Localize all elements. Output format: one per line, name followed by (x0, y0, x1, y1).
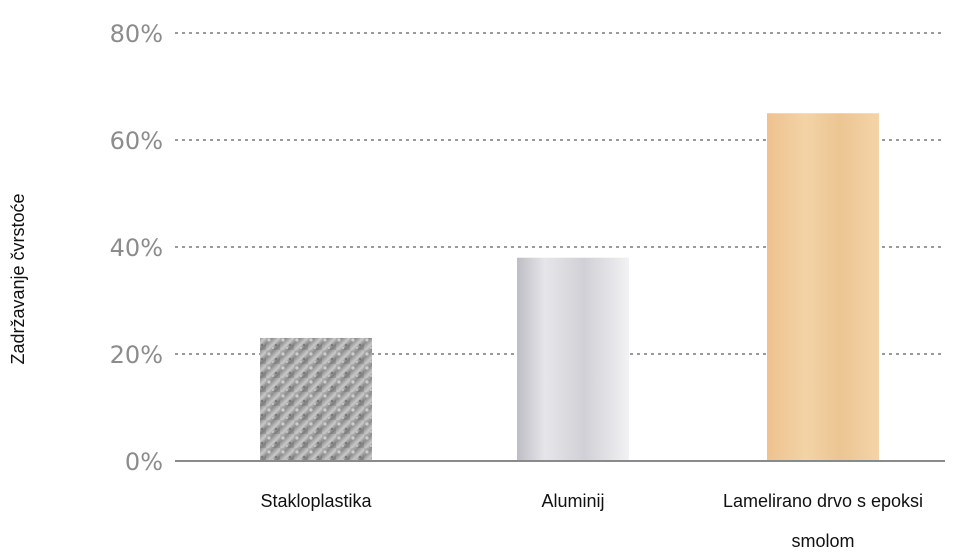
y-tick-label-40: 40% (110, 234, 163, 262)
y-tick-label-0: 0% (125, 448, 163, 476)
bar-lamelirano-drvo-s-epoksi-smolom (767, 113, 879, 461)
y-tick-label-20: 20% (110, 341, 163, 369)
x-category-label-1: Stakloplastika (260, 491, 372, 511)
y-axis-title: Zadržavanje čvrstoće (8, 193, 28, 364)
x-category-label-2: Aluminij (541, 491, 604, 511)
x-category-label-3-line-2: smolom (791, 531, 854, 551)
bar-stakloplastika (260, 337, 372, 461)
x-category-label-3-line-1: Lamelirano drvo s epoksi (723, 491, 923, 511)
y-axis-ticks: 0% 20% 40% 60% 80% (110, 20, 163, 476)
y-tick-label-60: 60% (110, 127, 163, 155)
y-tick-label-80: 80% (110, 20, 163, 48)
bar-aluminij (517, 257, 629, 461)
bars (260, 113, 879, 461)
x-axis-categories: Stakloplastika Aluminij Lamelirano drvo s … (260, 491, 923, 551)
